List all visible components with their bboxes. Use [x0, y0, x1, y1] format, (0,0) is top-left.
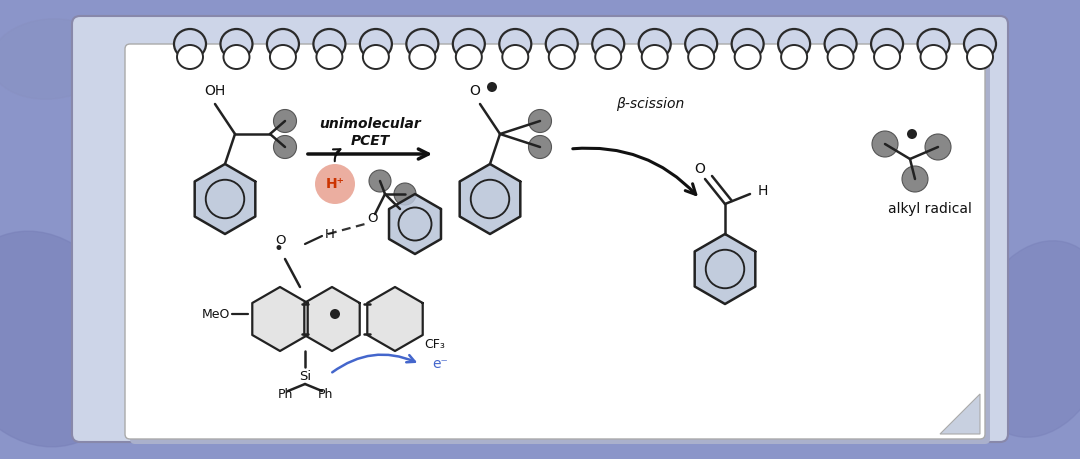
- Polygon shape: [194, 164, 255, 234]
- Ellipse shape: [968, 241, 1080, 437]
- Ellipse shape: [545, 29, 578, 59]
- Text: H: H: [325, 228, 335, 241]
- Text: Ph: Ph: [318, 387, 333, 401]
- Circle shape: [273, 135, 297, 158]
- Ellipse shape: [0, 231, 133, 447]
- Ellipse shape: [456, 45, 482, 69]
- FancyBboxPatch shape: [130, 49, 990, 444]
- Polygon shape: [389, 194, 441, 254]
- Ellipse shape: [688, 45, 714, 69]
- Polygon shape: [305, 287, 360, 351]
- Ellipse shape: [270, 45, 296, 69]
- Circle shape: [273, 110, 297, 133]
- Ellipse shape: [549, 45, 575, 69]
- Circle shape: [394, 183, 416, 205]
- Ellipse shape: [453, 29, 485, 59]
- Polygon shape: [940, 394, 980, 434]
- Ellipse shape: [964, 29, 996, 59]
- Text: Si: Si: [299, 370, 311, 384]
- Circle shape: [528, 110, 552, 133]
- Text: Ph: Ph: [278, 387, 293, 401]
- Ellipse shape: [920, 45, 946, 69]
- Text: H⁺: H⁺: [325, 177, 345, 191]
- Ellipse shape: [734, 45, 760, 69]
- Ellipse shape: [313, 29, 346, 59]
- Ellipse shape: [827, 45, 853, 69]
- Text: O: O: [694, 162, 705, 176]
- Text: H: H: [758, 184, 768, 198]
- Ellipse shape: [592, 29, 624, 59]
- Ellipse shape: [406, 29, 438, 59]
- Ellipse shape: [0, 19, 110, 99]
- Ellipse shape: [224, 45, 249, 69]
- Ellipse shape: [220, 29, 253, 59]
- Ellipse shape: [177, 45, 203, 69]
- Ellipse shape: [502, 45, 528, 69]
- Text: β-scission: β-scission: [616, 97, 684, 111]
- Circle shape: [872, 131, 897, 157]
- Ellipse shape: [781, 45, 807, 69]
- Circle shape: [528, 135, 552, 158]
- Ellipse shape: [316, 45, 342, 69]
- Circle shape: [369, 170, 391, 192]
- Circle shape: [487, 82, 497, 92]
- Ellipse shape: [642, 45, 667, 69]
- Ellipse shape: [363, 45, 389, 69]
- FancyBboxPatch shape: [125, 44, 985, 439]
- Text: OH: OH: [204, 84, 226, 98]
- Ellipse shape: [918, 29, 949, 59]
- Ellipse shape: [778, 29, 810, 59]
- Ellipse shape: [595, 45, 621, 69]
- Ellipse shape: [731, 29, 764, 59]
- Circle shape: [330, 309, 340, 319]
- Text: alkyl radical: alkyl radical: [888, 202, 972, 216]
- Ellipse shape: [499, 29, 531, 59]
- FancyBboxPatch shape: [72, 16, 1008, 442]
- Circle shape: [902, 166, 928, 192]
- Circle shape: [907, 129, 917, 139]
- Text: •: •: [273, 240, 283, 258]
- Ellipse shape: [638, 29, 671, 59]
- Polygon shape: [253, 287, 308, 351]
- Text: O: O: [367, 213, 377, 225]
- Polygon shape: [460, 164, 521, 234]
- Ellipse shape: [967, 45, 993, 69]
- Text: O: O: [470, 84, 481, 98]
- Circle shape: [924, 134, 951, 160]
- Ellipse shape: [685, 29, 717, 59]
- Ellipse shape: [825, 29, 856, 59]
- Text: CF₃: CF₃: [424, 337, 445, 351]
- Polygon shape: [367, 287, 422, 351]
- Text: e⁻: e⁻: [432, 357, 448, 371]
- Ellipse shape: [267, 29, 299, 59]
- Ellipse shape: [874, 45, 900, 69]
- Polygon shape: [694, 234, 755, 304]
- Text: PCET: PCET: [350, 134, 390, 148]
- Ellipse shape: [360, 29, 392, 59]
- Text: unimolecular: unimolecular: [319, 117, 421, 131]
- Ellipse shape: [409, 45, 435, 69]
- Ellipse shape: [872, 29, 903, 59]
- Text: O: O: [274, 235, 285, 247]
- Ellipse shape: [174, 29, 206, 59]
- Circle shape: [315, 164, 355, 204]
- Text: MeO: MeO: [202, 308, 230, 320]
